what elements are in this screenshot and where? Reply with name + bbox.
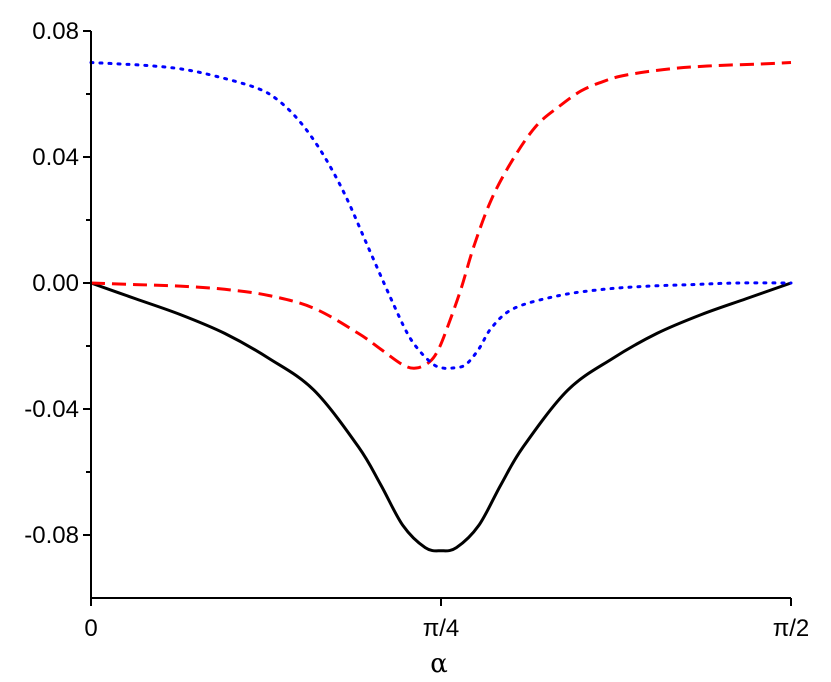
x-axis-label: α — [430, 649, 448, 679]
y-tick-label: 0.04 — [32, 144, 79, 171]
series-line-solid — [90, 281, 792, 553]
x-tick-label: π/4 — [423, 615, 460, 642]
series-line-dotted — [89, 61, 793, 370]
x-tick-label: π/2 — [773, 615, 810, 642]
y-tick-label: -0.08 — [24, 522, 79, 549]
x-tick-label: 0 — [84, 615, 97, 642]
series-layer — [89, 61, 793, 553]
y-tick-label: 0.00 — [32, 270, 79, 297]
y-tick-label: 0.08 — [32, 18, 79, 45]
ticks-layer: 0.08 0.04 0.00 -0.04 -0.08 0 π/4 π/2 — [24, 18, 809, 642]
series-line-dashed — [90, 61, 792, 370]
axes-layer — [90, 31, 791, 599]
y-tick-label: -0.04 — [24, 396, 79, 423]
